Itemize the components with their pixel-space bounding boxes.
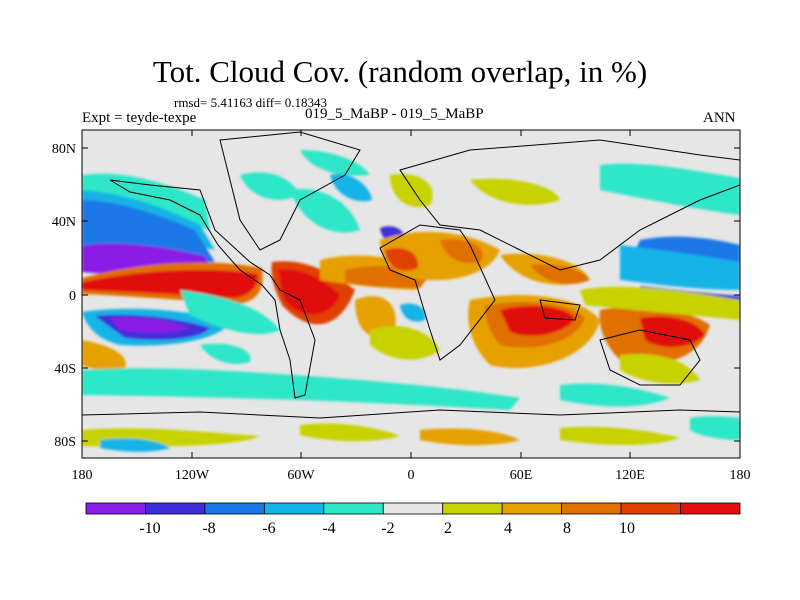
lat-tick-label: 0 [69,289,76,304]
lon-tick-label: 0 [408,468,415,483]
lon-tick-label: 120W [175,468,210,483]
lon-tick-label: 120E [615,468,645,483]
colorbar-label: -6 [262,520,275,537]
colorbar-swatch [323,502,384,515]
colorbar-swatch [204,502,265,515]
lat-tick-label: 80N [52,142,76,157]
colorbar-swatch [501,502,563,515]
lon-tick-labels: 180 120W 60W 0 60E 120E 180 [72,468,751,483]
colorbar-swatch [85,502,146,515]
lat-tick-label: 80S [54,435,76,450]
colorbar-swatch [263,502,325,515]
experiment-label: Expt = teyde-texpe [82,110,197,126]
contour-fill [82,130,740,458]
lon-tick-label: 180 [72,468,93,483]
colorbar-label: 4 [504,520,512,537]
colorbar [85,502,741,515]
lat-tick-labels: 80N 40N 0 40S 80S [52,142,76,450]
colorbar-swatch [620,502,681,515]
lon-tick-label: 60E [510,468,533,483]
coastlines [82,131,740,419]
map-title: Tot. Cloud Cov. (random overlap, in %) [152,54,648,89]
colorbar-swatch [442,502,503,515]
colorbar-label: 10 [619,520,635,537]
colorbar-swatch [561,502,622,515]
colorbar-labels: -10 -8 -6 -4 -2 2 4 8 10 [139,520,635,537]
lon-tick-label: 60W [287,468,315,483]
stats-text: rmsd= 5.41163 diff= 0.18343 [174,95,327,110]
lat-tick-label: 40N [52,215,76,230]
season-label: ANN [703,110,736,126]
colorbar-label: 2 [444,520,452,537]
colorbar-swatch [680,502,741,515]
colorbar-swatch [382,502,444,515]
lon-tick-label: 180 [730,468,751,483]
axis-ticks [82,130,740,458]
lat-tick-label: 40S [54,362,76,377]
colorbar-label: -2 [381,520,394,537]
colorbar-label: -8 [202,520,215,537]
colorbar-label: -10 [139,520,160,537]
difference-label: 019_5_MaBP - 019_5_MaBP [305,106,484,122]
colorbar-swatch [145,502,206,515]
colorbar-label: 8 [563,520,571,537]
colorbar-label: -4 [322,520,335,537]
